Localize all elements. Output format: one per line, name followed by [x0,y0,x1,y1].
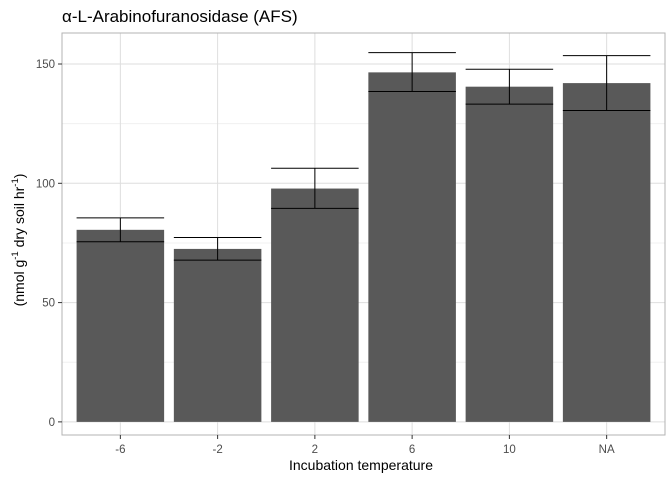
bar [368,72,456,422]
x-tick-label: -2 [212,444,222,456]
y-tick-label: 100 [36,178,55,190]
bar [562,83,651,422]
error-bar [271,167,359,209]
bars [76,72,651,422]
bar [271,188,359,422]
x-axis-ticks: -6 -2 2 6 10 NA [115,435,615,456]
bar [76,229,165,422]
error-bar [173,236,262,261]
x-tick-label: 6 [409,444,415,456]
y-axis-title-prefix: (nmol g [11,260,27,307]
x-tick-label: NA [599,444,615,456]
bar [173,248,262,422]
y-axis-title-superscript-2: -1 [10,178,21,186]
error-bar [562,55,651,112]
error-bar [76,217,165,243]
y-axis-ticks: 0 50 100 150 [36,59,62,429]
y-axis-title-superscript-1: -1 [10,251,21,259]
y-tick-label: 0 [49,417,55,429]
y-axis-title-suffix: ) [11,174,27,179]
error-bar [465,68,554,105]
chart-title: α-L-Arabinofuranosidase (AFS) [62,7,298,26]
x-tick-label: 10 [503,444,516,456]
y-axis-title-middle: dry soil hr [11,186,27,251]
y-tick-label: 50 [42,298,55,310]
bar [465,86,554,422]
x-axis-title: Incubation temperature [289,457,433,473]
x-tick-label: 2 [312,444,318,456]
error-bar [368,52,456,92]
error-bars [76,52,651,261]
panel-border [61,32,666,436]
x-tick-label: -6 [115,444,125,456]
y-axis-title: (nmol g-1 dry soil hr-1) [10,174,27,307]
y-tick-label: 150 [36,59,55,71]
